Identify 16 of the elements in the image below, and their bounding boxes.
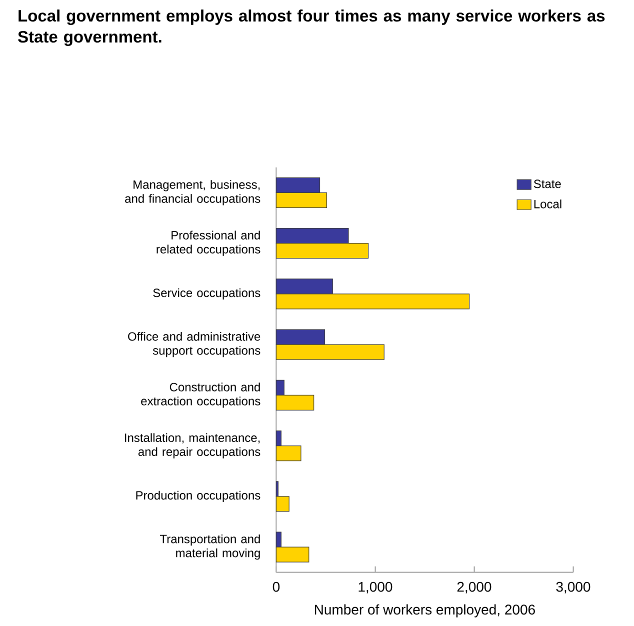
x-tick-label: 3,000 [556, 582, 590, 594]
x-axis-title: Number of workers employed, 2006 [314, 604, 535, 618]
chart-title: Local government employs almost four times as many service workers as State government. [18, 10, 605, 46]
y-tick-label: Professional and related occupations [156, 230, 260, 256]
y-tick-label: Office and administrative support occupations [128, 332, 260, 358]
y-tick-label: Installation, maintenance, and repair occupations [125, 433, 260, 458]
legend-label: State [534, 180, 561, 188]
y-tick-label: Service occupations [153, 288, 260, 300]
x-tick-label: 2,000 [457, 582, 492, 594]
x-tick-label: 0 [272, 582, 280, 592]
y-tick-label: Management, business, and financial occupations [125, 180, 260, 206]
x-tick-label: 1,000 [358, 582, 392, 594]
y-tick-label: Production occupations [136, 490, 260, 502]
y-tick-label: Transportation and material moving [160, 534, 260, 560]
y-tick-label: Construction and extraction occupations [141, 382, 260, 408]
legend-label: Local [534, 200, 562, 208]
